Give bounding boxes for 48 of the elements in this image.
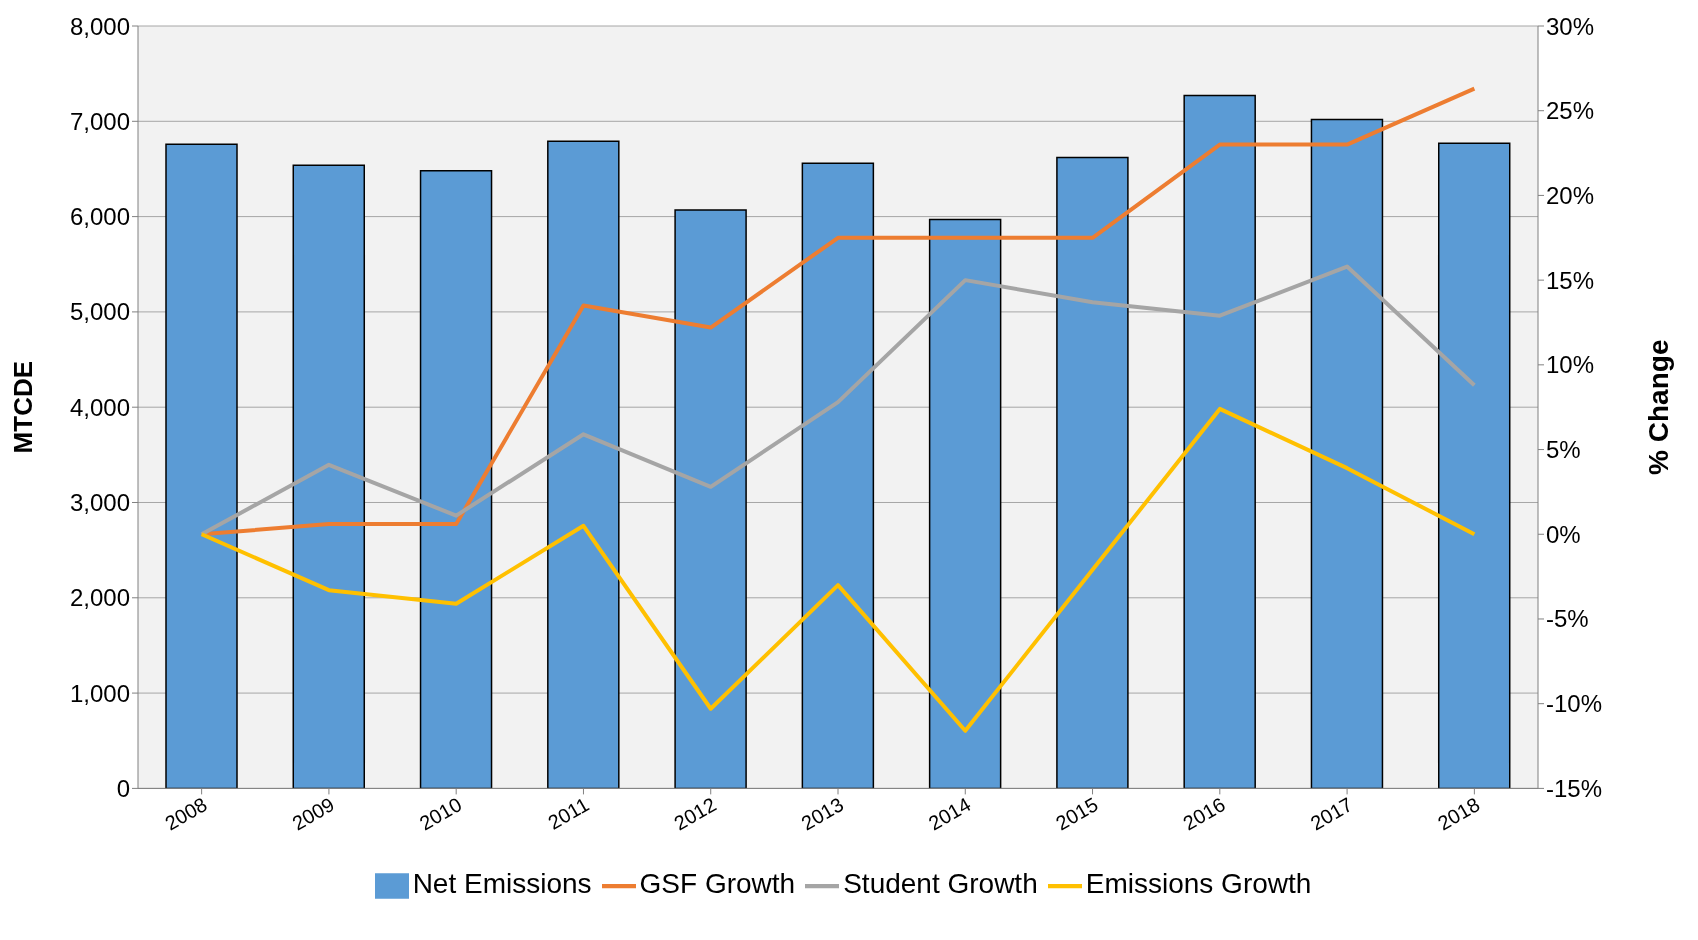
bar (928, 218, 1002, 789)
x-tick-label: 2008 (161, 793, 211, 835)
bar (674, 209, 747, 789)
legend-label: GSF Growth (639, 868, 796, 900)
y-tick-label: 0 (116, 774, 130, 802)
bar (801, 162, 875, 789)
bar (419, 170, 493, 789)
legend-label: Emissions Growth (1085, 868, 1312, 900)
y2-tick-label: 15% (1546, 266, 1595, 294)
y2-tick-label: -5% (1546, 605, 1589, 633)
bar (1310, 118, 1384, 789)
y-tick-label: 4,000 (69, 393, 130, 421)
y2-tick-label: 10% (1546, 351, 1595, 379)
y2-tick-label: 25% (1546, 97, 1595, 125)
x-tick-label: 2014 (924, 793, 975, 835)
legend-label: Student Growth (843, 868, 1038, 900)
y-axis-title: MTCDE (8, 360, 39, 454)
x-tick-label: 2009 (288, 793, 339, 835)
x-tick-label: 2015 (1052, 793, 1102, 835)
x-tick-label: 2010 (415, 793, 466, 835)
legend-label: Net Emissions (412, 868, 592, 900)
y2-tick-label: 30% (1546, 12, 1595, 40)
x-tick-label: 2013 (797, 793, 848, 835)
y-tick-label: 1,000 (69, 679, 130, 707)
y2-tick-label: -15% (1546, 774, 1603, 802)
y-tick-label: 2,000 (69, 584, 130, 612)
x-tick-label: 2012 (670, 793, 720, 835)
bar (292, 164, 366, 789)
y2-tick-label: 20% (1546, 181, 1595, 209)
x-tick-label: 2017 (1306, 793, 1357, 835)
y-tick-label: 7,000 (69, 107, 130, 135)
x-tick-label: 2016 (1179, 793, 1229, 835)
bar (1056, 156, 1129, 789)
y-tick-label: 3,000 (69, 489, 130, 517)
y-tick-label: 8,000 (69, 12, 130, 40)
line-series (199, 406, 1477, 733)
y2-tick-label: 5% (1546, 436, 1581, 464)
x-tick-label: 2018 (1433, 793, 1484, 835)
bar (547, 140, 620, 789)
y-tick-label: 5,000 (69, 298, 130, 326)
y2-tick-label: -10% (1546, 690, 1603, 718)
y-tick-label: 6,000 (69, 203, 130, 231)
y2-axis-title: % Change (1642, 339, 1674, 475)
x-tick-label: 2011 (544, 793, 593, 834)
bar (165, 143, 238, 789)
y2-tick-label: 0% (1546, 520, 1581, 548)
bar (1437, 142, 1511, 789)
bar (1183, 94, 1256, 789)
